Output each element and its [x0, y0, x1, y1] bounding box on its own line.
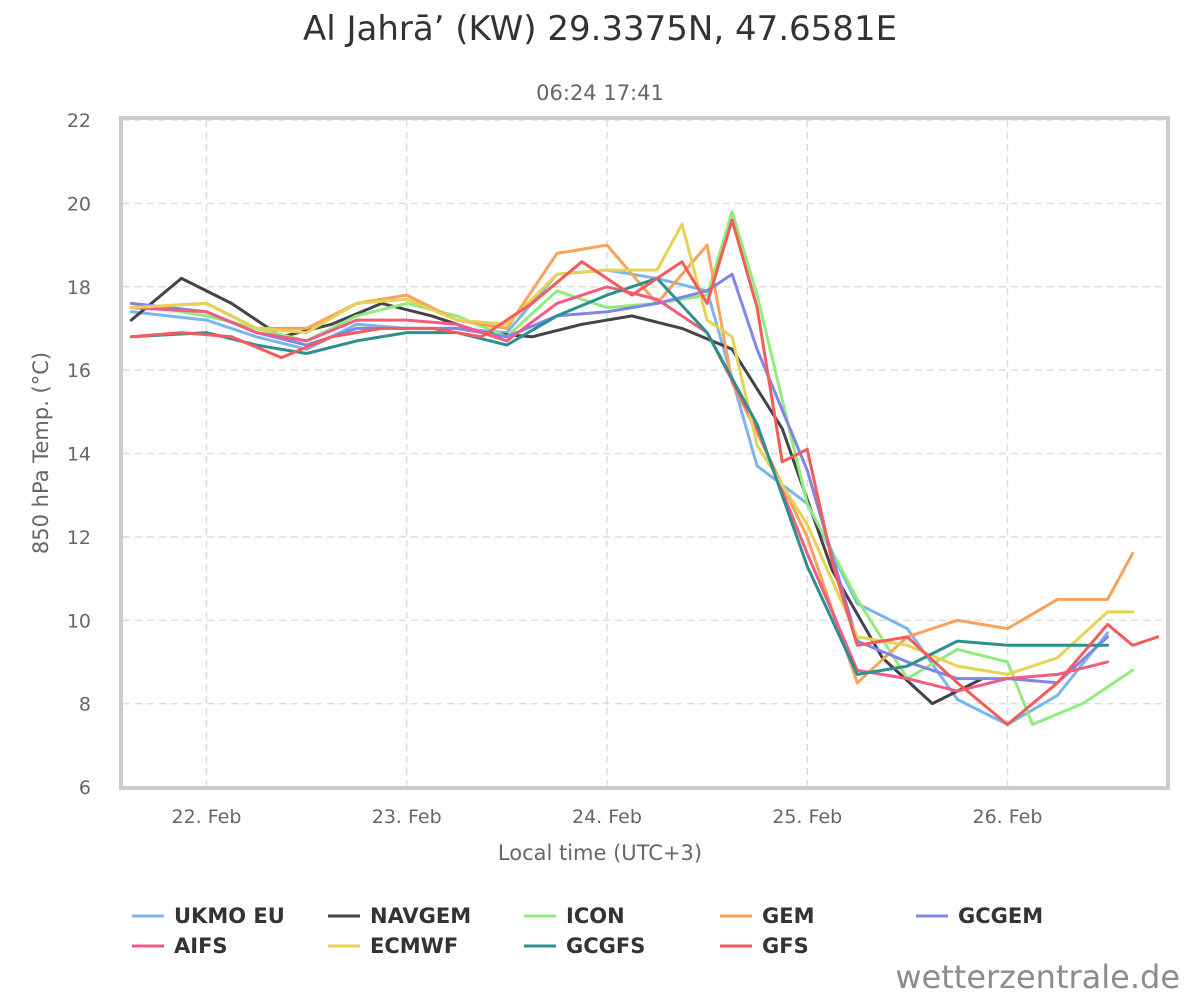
y-tick-label: 16	[67, 360, 91, 382]
legend-item-gfs[interactable]: GFS	[720, 934, 809, 958]
plot-border	[119, 116, 1170, 790]
legend-label: ECMWF	[370, 934, 458, 958]
x-tick-label: 23. Feb	[372, 806, 442, 828]
x-tick-label: 25. Feb	[772, 806, 842, 828]
legend-item-aifs[interactable]: AIFS	[132, 934, 228, 958]
y-tick-label: 8	[79, 694, 91, 716]
x-tick-label: 24. Feb	[572, 806, 642, 828]
chart-subtitle: 06:24 17:41	[536, 81, 664, 105]
y-tick-label: 6	[79, 777, 91, 799]
series-line-aifs[interactable]	[129, 285, 1110, 693]
legend-label: NAVGEM	[370, 904, 471, 928]
legend-label: GCGEM	[958, 904, 1043, 928]
legend-item-ukmo-eu[interactable]: UKMO EU	[132, 904, 285, 928]
chart-title: Al Jahrā’ (KW) 29.3375N, 47.6581E	[303, 9, 897, 49]
legend: UKMO EU NAVGEM ICON GEM GCGEM AIFS ECMWF GCGFS G…	[132, 904, 1043, 958]
plot-area	[129, 210, 1160, 726]
legend-label: ICON	[566, 904, 625, 928]
x-axis: 22. Feb 23. Feb 24. Feb 25. Feb 26. Feb	[171, 806, 1042, 828]
legend-label: GFS	[762, 934, 809, 958]
y-tick-label: 10	[67, 610, 91, 632]
x-tick-label: 22. Feb	[171, 806, 241, 828]
y-tick-label: 20	[67, 193, 91, 215]
y-tick-label: 18	[67, 277, 91, 299]
x-tick-label: 26. Feb	[973, 806, 1043, 828]
credit-text[interactable]: wetterzentrale.de	[895, 958, 1180, 996]
x-axis-title: Local time (UTC+3)	[498, 841, 702, 865]
legend-label: GEM	[762, 904, 814, 928]
series-line-gcgfs[interactable]	[129, 276, 1110, 676]
legend-item-ecmwf[interactable]: ECMWF	[328, 934, 458, 958]
legend-label: UKMO EU	[174, 904, 285, 928]
legend-item-gcgem[interactable]: GCGEM	[916, 904, 1043, 928]
series-line-ecmwf[interactable]	[129, 222, 1135, 676]
y-axis-title: 850 hPa Temp. (°C)	[29, 352, 53, 554]
y-tick-label: 14	[67, 444, 91, 466]
y-axis: 6 8 10 12 14 16 18 20 22	[67, 110, 91, 799]
series-line-gem[interactable]	[129, 243, 1135, 685]
legend-label: GCGFS	[566, 934, 645, 958]
legend-item-gcgfs[interactable]: GCGFS	[524, 934, 645, 958]
legend-item-icon[interactable]: ICON	[524, 904, 625, 928]
series-line-icon[interactable]	[129, 210, 1135, 726]
legend-item-navgem[interactable]: NAVGEM	[328, 904, 471, 928]
series-line-gfs[interactable]	[129, 218, 1160, 726]
legend-label: AIFS	[174, 934, 228, 958]
y-tick-label: 22	[67, 110, 91, 132]
y-tick-label: 12	[67, 527, 91, 549]
grid	[123, 119, 1166, 788]
legend-item-gem[interactable]: GEM	[720, 904, 814, 928]
